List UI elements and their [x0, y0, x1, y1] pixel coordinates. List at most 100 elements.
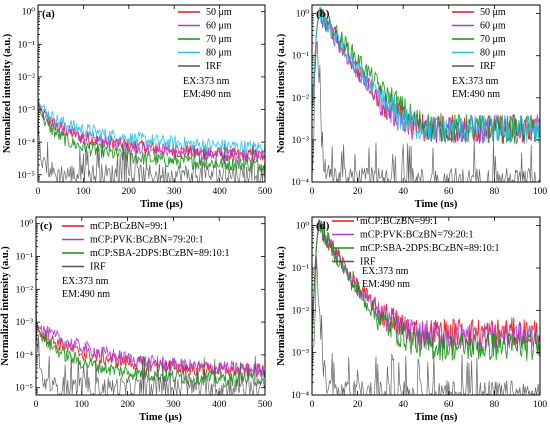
- y-tick-label: 10⁻⁵: [15, 384, 33, 394]
- legend-entry: 50 μm: [206, 7, 232, 18]
- annotation: EM:490 nm: [452, 89, 500, 100]
- x-axis-title: Time (μs): [139, 412, 182, 423]
- legend-entry: IRF: [360, 257, 376, 268]
- legend-entry: 80 μm: [480, 48, 506, 59]
- plot-area: [312, 6, 540, 182]
- y-tick-label: 10⁻²: [16, 285, 34, 295]
- series-line-mcp-pvk-bczbn-79-20-1: [312, 218, 540, 352]
- legend-entry: IRF: [206, 61, 222, 72]
- x-axis-title: Time (ns): [415, 199, 458, 210]
- axes-frame: [35, 216, 266, 396]
- y-tick-label: 10⁰: [22, 8, 36, 18]
- legend-entry: 50 μm: [480, 7, 506, 18]
- legend-entry: IRF: [480, 61, 496, 72]
- annotation: EM:490 nm: [362, 279, 410, 290]
- series-line-mcp-sba-2dps-bczbn-89-10-1: [36, 324, 265, 388]
- x-tick-label: 0: [34, 400, 39, 410]
- y-tick-label: 10⁻⁴: [17, 138, 36, 148]
- legend: 50 μm 60 μm 70 μm 80 μm IRF: [178, 7, 232, 72]
- x-tick-label: 400: [212, 187, 227, 197]
- x-tick-label: 100: [75, 400, 90, 410]
- annotation: EX:373 nm: [362, 266, 409, 277]
- legend-entry: mCP:BCzBN=99:1: [90, 221, 168, 232]
- y-tick-label: 10⁻³: [18, 106, 36, 116]
- series-line-mcp-pvk-bczbn-79-20-1: [36, 321, 265, 378]
- y-tick-label: 10⁰: [20, 220, 34, 230]
- panel-label: (d): [316, 220, 330, 232]
- plot-area: [36, 285, 265, 395]
- x-axis-title: Time (ns): [415, 412, 458, 423]
- series-line-80-m: [312, 6, 540, 144]
- x-axis-title: Time (μs): [140, 199, 183, 210]
- y-tick-label: 10⁻⁴: [15, 351, 34, 361]
- y-axis-title: Normalized intensity (a.u.): [2, 33, 13, 153]
- legend-entry: 80 μm: [206, 48, 232, 59]
- y-tick-label: 10⁻²: [18, 73, 36, 83]
- series-line-irf: [312, 256, 540, 395]
- panel-label: (b): [316, 8, 330, 20]
- x-tick-label: 500: [258, 400, 273, 410]
- x-tick-label: 0: [310, 400, 315, 410]
- panel-label: (a): [42, 8, 55, 20]
- x-tick-label: 0: [36, 187, 41, 197]
- y-tick-label: 10⁻⁵: [17, 171, 35, 181]
- x-tick-label: 20: [353, 187, 363, 197]
- y-tick-label: 10⁻³: [292, 349, 310, 359]
- y-tick-label: 10⁻¹: [292, 52, 310, 62]
- x-tick-label: 400: [212, 400, 227, 410]
- x-tick-label: 40: [398, 400, 408, 410]
- legend-entry: 70 μm: [480, 34, 506, 45]
- x-tick-label: 80: [490, 400, 500, 410]
- x-tick-label: 80: [490, 187, 500, 197]
- y-axis-title: Normalized intensity (a.u.): [0, 246, 11, 366]
- y-tick-label: 10⁰: [296, 222, 310, 232]
- y-tick-label: 10⁻⁴: [291, 391, 310, 401]
- x-tick-label: 500: [258, 187, 273, 197]
- panel-4: 0 20 40 60 80 100 10⁰ 10⁻¹ 10⁻² 10⁻³ 10⁻⁴ Time (ns)…: [276, 216, 547, 423]
- legend: mCP:BCzBN=99:1 mCP:PVK:BCzBN=79:20:1 mCP:S…: [62, 221, 230, 273]
- panel-2: 0 20 40 60 80 100 10⁰ 10⁻¹ 10⁻² 10⁻³ 10⁻⁴ Time (ns)…: [276, 4, 547, 210]
- y-tick-label: 10⁻³: [292, 136, 310, 146]
- plot-area: [38, 92, 265, 182]
- panel-1: 0 100 200 300 400 500 10⁰ 10⁻¹ 10⁻² 10⁻³ 10⁻⁴ 10⁻⁵ T…: [2, 4, 273, 210]
- legend-entry: mCP:SBA-2DPS:BCzBN=89:10:1: [360, 243, 500, 254]
- x-tick-label: 200: [120, 400, 135, 410]
- annotation: EM:490 nm: [62, 289, 110, 300]
- y-tick-label: 10⁻¹: [18, 40, 36, 50]
- legend-entry: IRF: [90, 262, 106, 273]
- plot-area: [312, 218, 540, 395]
- x-tick-label: 60: [444, 187, 454, 197]
- axes-frame: [311, 216, 541, 396]
- panel-label: (c): [40, 220, 53, 232]
- x-tick-label: 300: [166, 400, 181, 410]
- annotation: EX:373 nm: [62, 276, 109, 287]
- axes-frame: [37, 4, 266, 183]
- legend: 50 μm 60 μm 70 μm 80 μm IRF: [452, 7, 506, 72]
- x-tick-label: 200: [122, 187, 137, 197]
- y-tick-label: 10⁻¹: [16, 253, 34, 263]
- legend-entry: 60 μm: [480, 21, 506, 32]
- y-tick-label: 10⁻³: [16, 318, 34, 328]
- series-line-60-m: [38, 100, 265, 164]
- legend-entry: 60 μm: [206, 21, 232, 32]
- series-line-60-m: [312, 7, 540, 145]
- series-line-70-m: [38, 100, 265, 173]
- x-tick-label: 300: [167, 187, 182, 197]
- y-axis-title: Normalized intensity (a.u.): [276, 33, 287, 153]
- y-tick-label: 10⁰: [296, 10, 310, 20]
- legend-entry: mCP:BCzBN=99:1: [360, 216, 438, 227]
- x-tick-label: 60: [444, 400, 454, 410]
- y-tick-label: 10⁻⁴: [291, 178, 310, 188]
- x-tick-label: 100: [533, 400, 548, 410]
- y-tick-label: 10⁻²: [292, 94, 310, 104]
- legend-entry: mCP:PVK:BCzBN=79:20:1: [90, 235, 203, 246]
- series-line-irf: [36, 285, 265, 395]
- y-axis-title: Normalized intensity (a.u.): [276, 246, 287, 366]
- annotation: EX:373 nm: [183, 76, 230, 87]
- series-line-80-m: [38, 98, 265, 155]
- x-tick-label: 20: [353, 400, 363, 410]
- annotation: EM:490 nm: [183, 89, 231, 100]
- legend-entry: mCP:SBA-2DPS:BCzBN=89:10:1: [90, 248, 230, 259]
